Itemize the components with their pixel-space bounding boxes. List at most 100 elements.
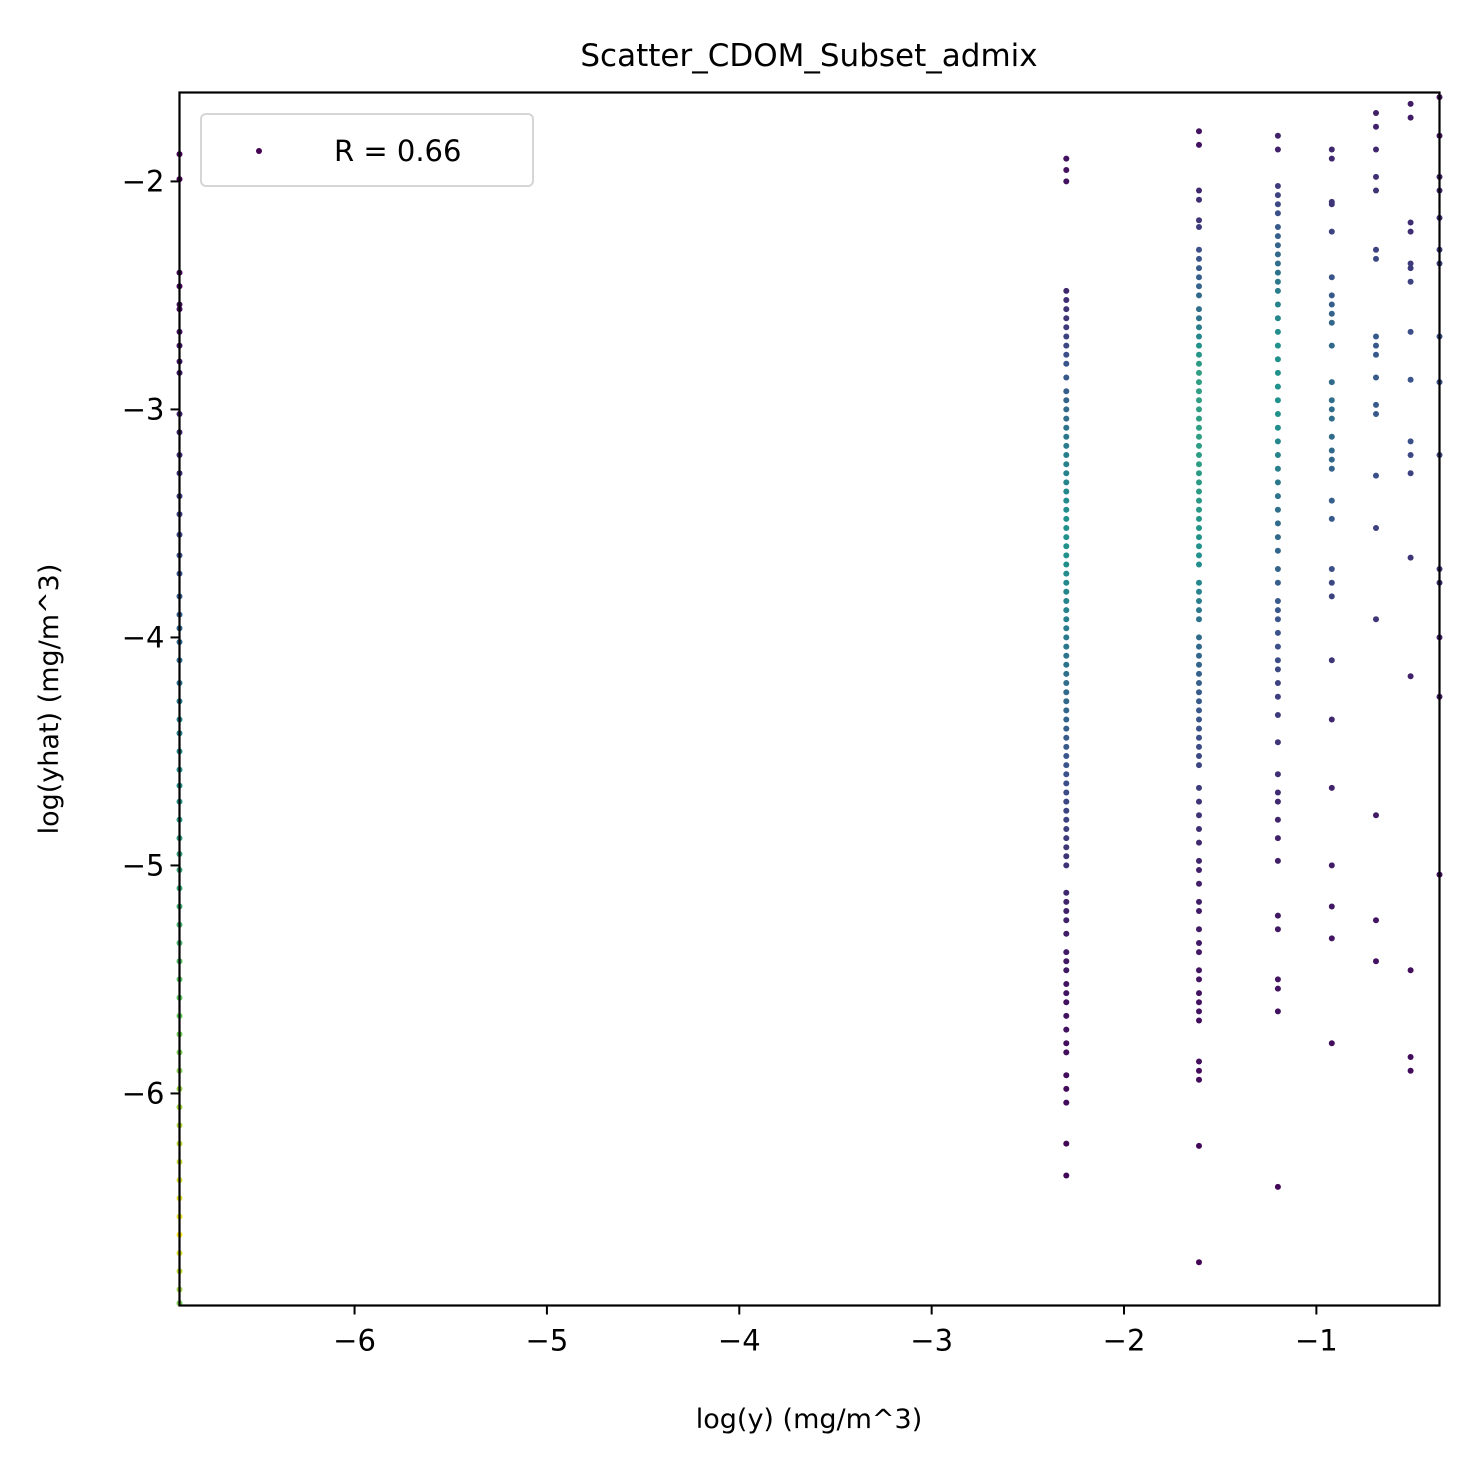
scatter-point: [1407, 328, 1414, 335]
scatter-point: [1274, 985, 1281, 992]
scatter-point: [1063, 707, 1070, 714]
scatter-point: [1274, 438, 1281, 445]
scatter-point: [1063, 579, 1070, 586]
scatter-point: [1328, 566, 1335, 572]
scatter-point: [1063, 452, 1070, 458]
scatter-point: [1328, 379, 1335, 386]
scatter-point: [1196, 616, 1202, 623]
scatter-point: [1274, 629, 1281, 636]
scatter-point: [1196, 187, 1202, 194]
scatter-point: [1196, 798, 1202, 805]
scatter-point: [1328, 862, 1335, 869]
scatter-point: [1274, 912, 1281, 919]
scatter-point: [1063, 734, 1070, 741]
scatter-point: [1274, 579, 1281, 586]
scatter-point: [1274, 328, 1281, 335]
legend: R = 0.66: [200, 113, 534, 187]
scatter-point: [1373, 374, 1379, 381]
scatter-point: [1407, 376, 1414, 383]
scatter-point: [1196, 867, 1202, 873]
scatter-point: [1063, 324, 1070, 331]
scatter-point: [1063, 816, 1070, 823]
scatter-point: [1373, 123, 1379, 130]
scatter-point: [1196, 898, 1202, 905]
scatter-point: [1063, 1140, 1070, 1147]
scatter-point: [1274, 369, 1281, 376]
chart-title: Scatter_CDOM_Subset_admix: [580, 38, 1037, 74]
x-tick-label: −4: [718, 1324, 761, 1358]
scatter-point: [1196, 217, 1202, 224]
scatter-point: [1407, 114, 1414, 121]
scatter-point: [1063, 607, 1070, 614]
scatter-point: [1274, 342, 1281, 349]
scatter-point: [1274, 1183, 1281, 1190]
scatter-point: [1274, 411, 1281, 417]
scatter-point: [1328, 301, 1335, 308]
scatter-point: [1407, 1067, 1414, 1074]
scatter-point: [1196, 908, 1202, 914]
scatter-point: [1196, 579, 1202, 586]
scatter-point: [1063, 1072, 1070, 1079]
scatter-point: [1196, 707, 1202, 714]
scatter-point: [1196, 1076, 1202, 1083]
scatter-point: [1328, 657, 1335, 664]
scatter-point: [1196, 607, 1202, 614]
scatter-point: [1274, 598, 1281, 604]
scatter-point: [1196, 698, 1202, 705]
scatter-point: [1407, 470, 1414, 477]
scatter-point: [1274, 251, 1281, 258]
scatter-point: [1063, 360, 1070, 367]
scatter-point: [1328, 447, 1335, 454]
scatter-point: [1063, 958, 1070, 965]
scatter-point: [1407, 438, 1414, 445]
scatter-point: [1063, 461, 1070, 468]
scatter-point: [1196, 470, 1202, 477]
scatter-point: [1063, 908, 1070, 914]
scatter-point: [1196, 525, 1202, 531]
scatter-point: [1196, 461, 1202, 468]
scatter-point: [1328, 456, 1335, 463]
scatter-points: [176, 94, 1443, 1307]
scatter-point: [1196, 415, 1202, 422]
scatter-point: [1328, 515, 1335, 522]
scatter-point: [1274, 465, 1281, 472]
scatter-point: [1063, 598, 1070, 604]
y-tick-label: −5: [122, 848, 165, 882]
scatter-point: [1063, 1049, 1070, 1056]
scatter-point: [1063, 388, 1070, 395]
scatter-point: [1063, 981, 1070, 987]
scatter-point: [1373, 401, 1379, 408]
scatter-point: [1063, 844, 1070, 851]
x-axis-ticks: −6 −5 −4 −3 −2 −1: [333, 1305, 1338, 1358]
scatter-point: [1274, 242, 1281, 249]
scatter-point: [1063, 525, 1070, 531]
scatter-point: [1063, 1085, 1070, 1092]
scatter-point: [1063, 552, 1070, 559]
scatter-point: [1063, 780, 1070, 787]
scatter-point: [1063, 1012, 1070, 1019]
scatter-point: [1063, 1026, 1070, 1033]
scatter-point: [1328, 1040, 1335, 1047]
scatter-point: [1196, 224, 1202, 230]
scatter-point: [1063, 342, 1070, 349]
scatter-point: [1373, 110, 1379, 116]
scatter-point: [1274, 315, 1281, 322]
scatter-point: [1196, 274, 1202, 281]
scatter-point: [1274, 739, 1281, 746]
scatter-point: [1274, 666, 1281, 673]
scatter-point: [1274, 926, 1281, 933]
scatter-point: [1373, 173, 1379, 180]
scatter-point: [1196, 479, 1202, 486]
scatter-point: [1196, 433, 1202, 440]
scatter-point: [1274, 607, 1281, 614]
scatter-point: [1407, 260, 1414, 267]
scatter-point: [1196, 315, 1202, 322]
scatter-point: [1063, 424, 1070, 431]
x-tick-label: −6: [333, 1324, 376, 1358]
scatter-point: [1274, 397, 1281, 404]
scatter-point: [1328, 292, 1335, 299]
scatter-point: [1274, 835, 1281, 842]
scatter-point: [1196, 762, 1202, 769]
scatter-point: [1063, 506, 1070, 513]
scatter-point: [1373, 812, 1379, 819]
